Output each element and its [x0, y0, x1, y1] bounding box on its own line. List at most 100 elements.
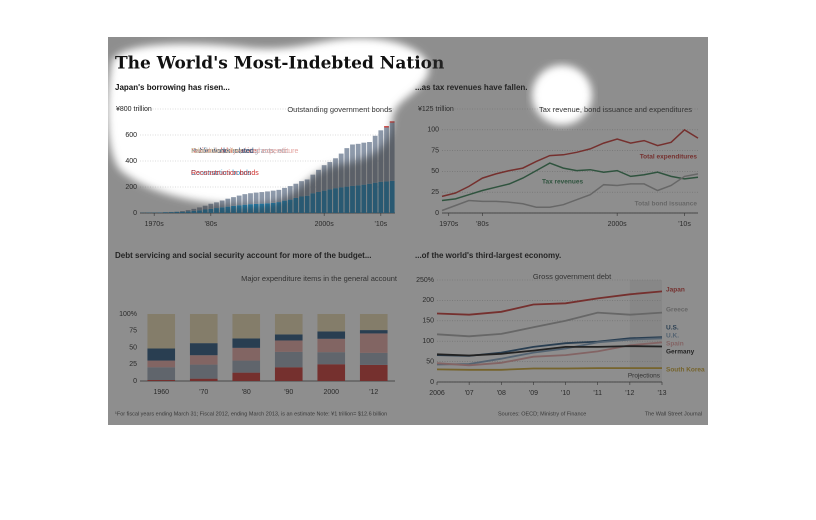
bar-segment — [191, 210, 197, 213]
bar-segment — [232, 360, 261, 373]
section-title: ...as tax revenues have fallen. — [415, 83, 528, 92]
bar-segment — [389, 121, 395, 123]
bar-segment — [202, 205, 208, 210]
x-tick-label: '80s — [205, 221, 218, 228]
y-tick-label: 0 — [430, 379, 434, 386]
bar-segment — [321, 190, 327, 213]
bar-segment — [299, 196, 304, 213]
bar-segment — [225, 198, 231, 207]
bar-segment — [384, 127, 389, 182]
bar-segment — [384, 126, 389, 128]
bar-segment — [333, 158, 338, 189]
bar-segment — [317, 331, 346, 339]
bar-segment — [384, 181, 389, 213]
bar-segment — [232, 338, 261, 348]
bar-segment — [185, 211, 191, 213]
series-label: Germany — [666, 349, 695, 356]
bar-segment — [214, 208, 219, 213]
bar-segment — [231, 197, 236, 206]
bar-segment — [225, 206, 231, 213]
annotation: Projections — [628, 373, 661, 380]
bar-segment — [197, 207, 202, 211]
x-tick-label: '13 — [657, 390, 666, 397]
bar-segment — [232, 372, 261, 381]
series-label: South Korea — [666, 367, 705, 374]
y-tick-label: ¥800 trillion — [116, 106, 152, 113]
bar-segment — [350, 185, 355, 213]
bar-segment — [287, 199, 293, 213]
bar-segment — [147, 348, 176, 361]
y-tick-label: 100% — [119, 311, 137, 318]
bar-segment — [147, 360, 176, 368]
x-tick-label: '08 — [497, 390, 506, 397]
section-title: Japan's borrowing has risen... — [115, 83, 230, 92]
bar-segment — [189, 343, 218, 356]
bar-segment — [282, 187, 287, 201]
y-tick-label: 0 — [435, 210, 439, 217]
bar-segment — [299, 181, 304, 197]
chart-subtitle: Major expenditure items in the general a… — [241, 274, 398, 283]
bar-segment — [378, 130, 384, 182]
bar-segment — [287, 186, 293, 200]
bar-segment — [180, 211, 185, 212]
bar-segment — [310, 193, 316, 213]
series-label: Greece — [666, 307, 688, 314]
bar-segment — [163, 212, 168, 213]
bar-segment — [265, 203, 270, 213]
x-tick-label: '11 — [593, 390, 602, 397]
x-tick-label: 2000s — [608, 221, 628, 228]
x-tick-label: '70 — [199, 389, 208, 396]
chart-subtitle: Tax revenue, bond issuance and expenditu… — [539, 105, 692, 114]
x-tick-label: '10s — [375, 221, 388, 228]
bar-segment — [344, 148, 350, 187]
bar-segment — [253, 192, 259, 204]
y-tick-label: 25 — [129, 361, 137, 368]
bar-segment — [293, 183, 299, 198]
bar-segment — [378, 181, 384, 213]
y-tick-label: 50 — [129, 344, 137, 351]
bar-segment — [185, 210, 191, 212]
section-title: Debt servicing and social security accou… — [115, 251, 372, 260]
bar-segment — [359, 314, 388, 331]
bar-segment — [317, 314, 346, 332]
main-title: The World's Most-Indebted Nation — [115, 54, 444, 74]
source: Sources: OECD; Ministry of Finance — [498, 411, 586, 417]
bar-segment — [232, 347, 261, 361]
bar-segment — [355, 185, 361, 213]
y-tick-label: 250% — [416, 277, 434, 284]
series-label: Total bond issuance — [635, 201, 698, 208]
chart-subtitle: Outstanding government bonds — [287, 105, 392, 114]
bar-segment — [197, 210, 202, 213]
bar-segment — [293, 197, 299, 213]
bar-segment — [316, 191, 321, 213]
bar-segment — [355, 143, 361, 186]
bar-segment — [231, 205, 236, 213]
bar-segment — [191, 208, 197, 211]
x-tick-label: '90 — [284, 389, 293, 396]
bar-segment — [338, 153, 344, 188]
bar-segment — [147, 379, 176, 381]
y-tick-label: 25 — [431, 189, 439, 196]
bar-segment — [174, 211, 180, 213]
y-tick-label: 400 — [125, 158, 137, 165]
x-tick-label: '10 — [561, 390, 570, 397]
bar-segment — [359, 352, 388, 365]
series-label: Total expenditures — [640, 154, 698, 161]
bar-segment — [327, 189, 333, 213]
bar-segment — [202, 209, 208, 213]
y-tick-label: 75 — [431, 147, 439, 154]
bar-segment — [189, 378, 218, 381]
x-tick-label: '07 — [465, 390, 474, 397]
bar-segment — [232, 314, 261, 339]
series-label: Tax revenues — [542, 179, 583, 186]
bar-segment — [219, 207, 225, 213]
bar-segment — [147, 314, 176, 349]
y-tick-label: 50 — [426, 358, 434, 365]
bar-segment — [236, 205, 242, 213]
bar-segment — [333, 188, 338, 213]
bar-segment — [304, 179, 310, 196]
bar-segment — [274, 351, 303, 368]
projection-shade — [629, 280, 662, 382]
x-tick-label: 1970s — [145, 221, 165, 228]
